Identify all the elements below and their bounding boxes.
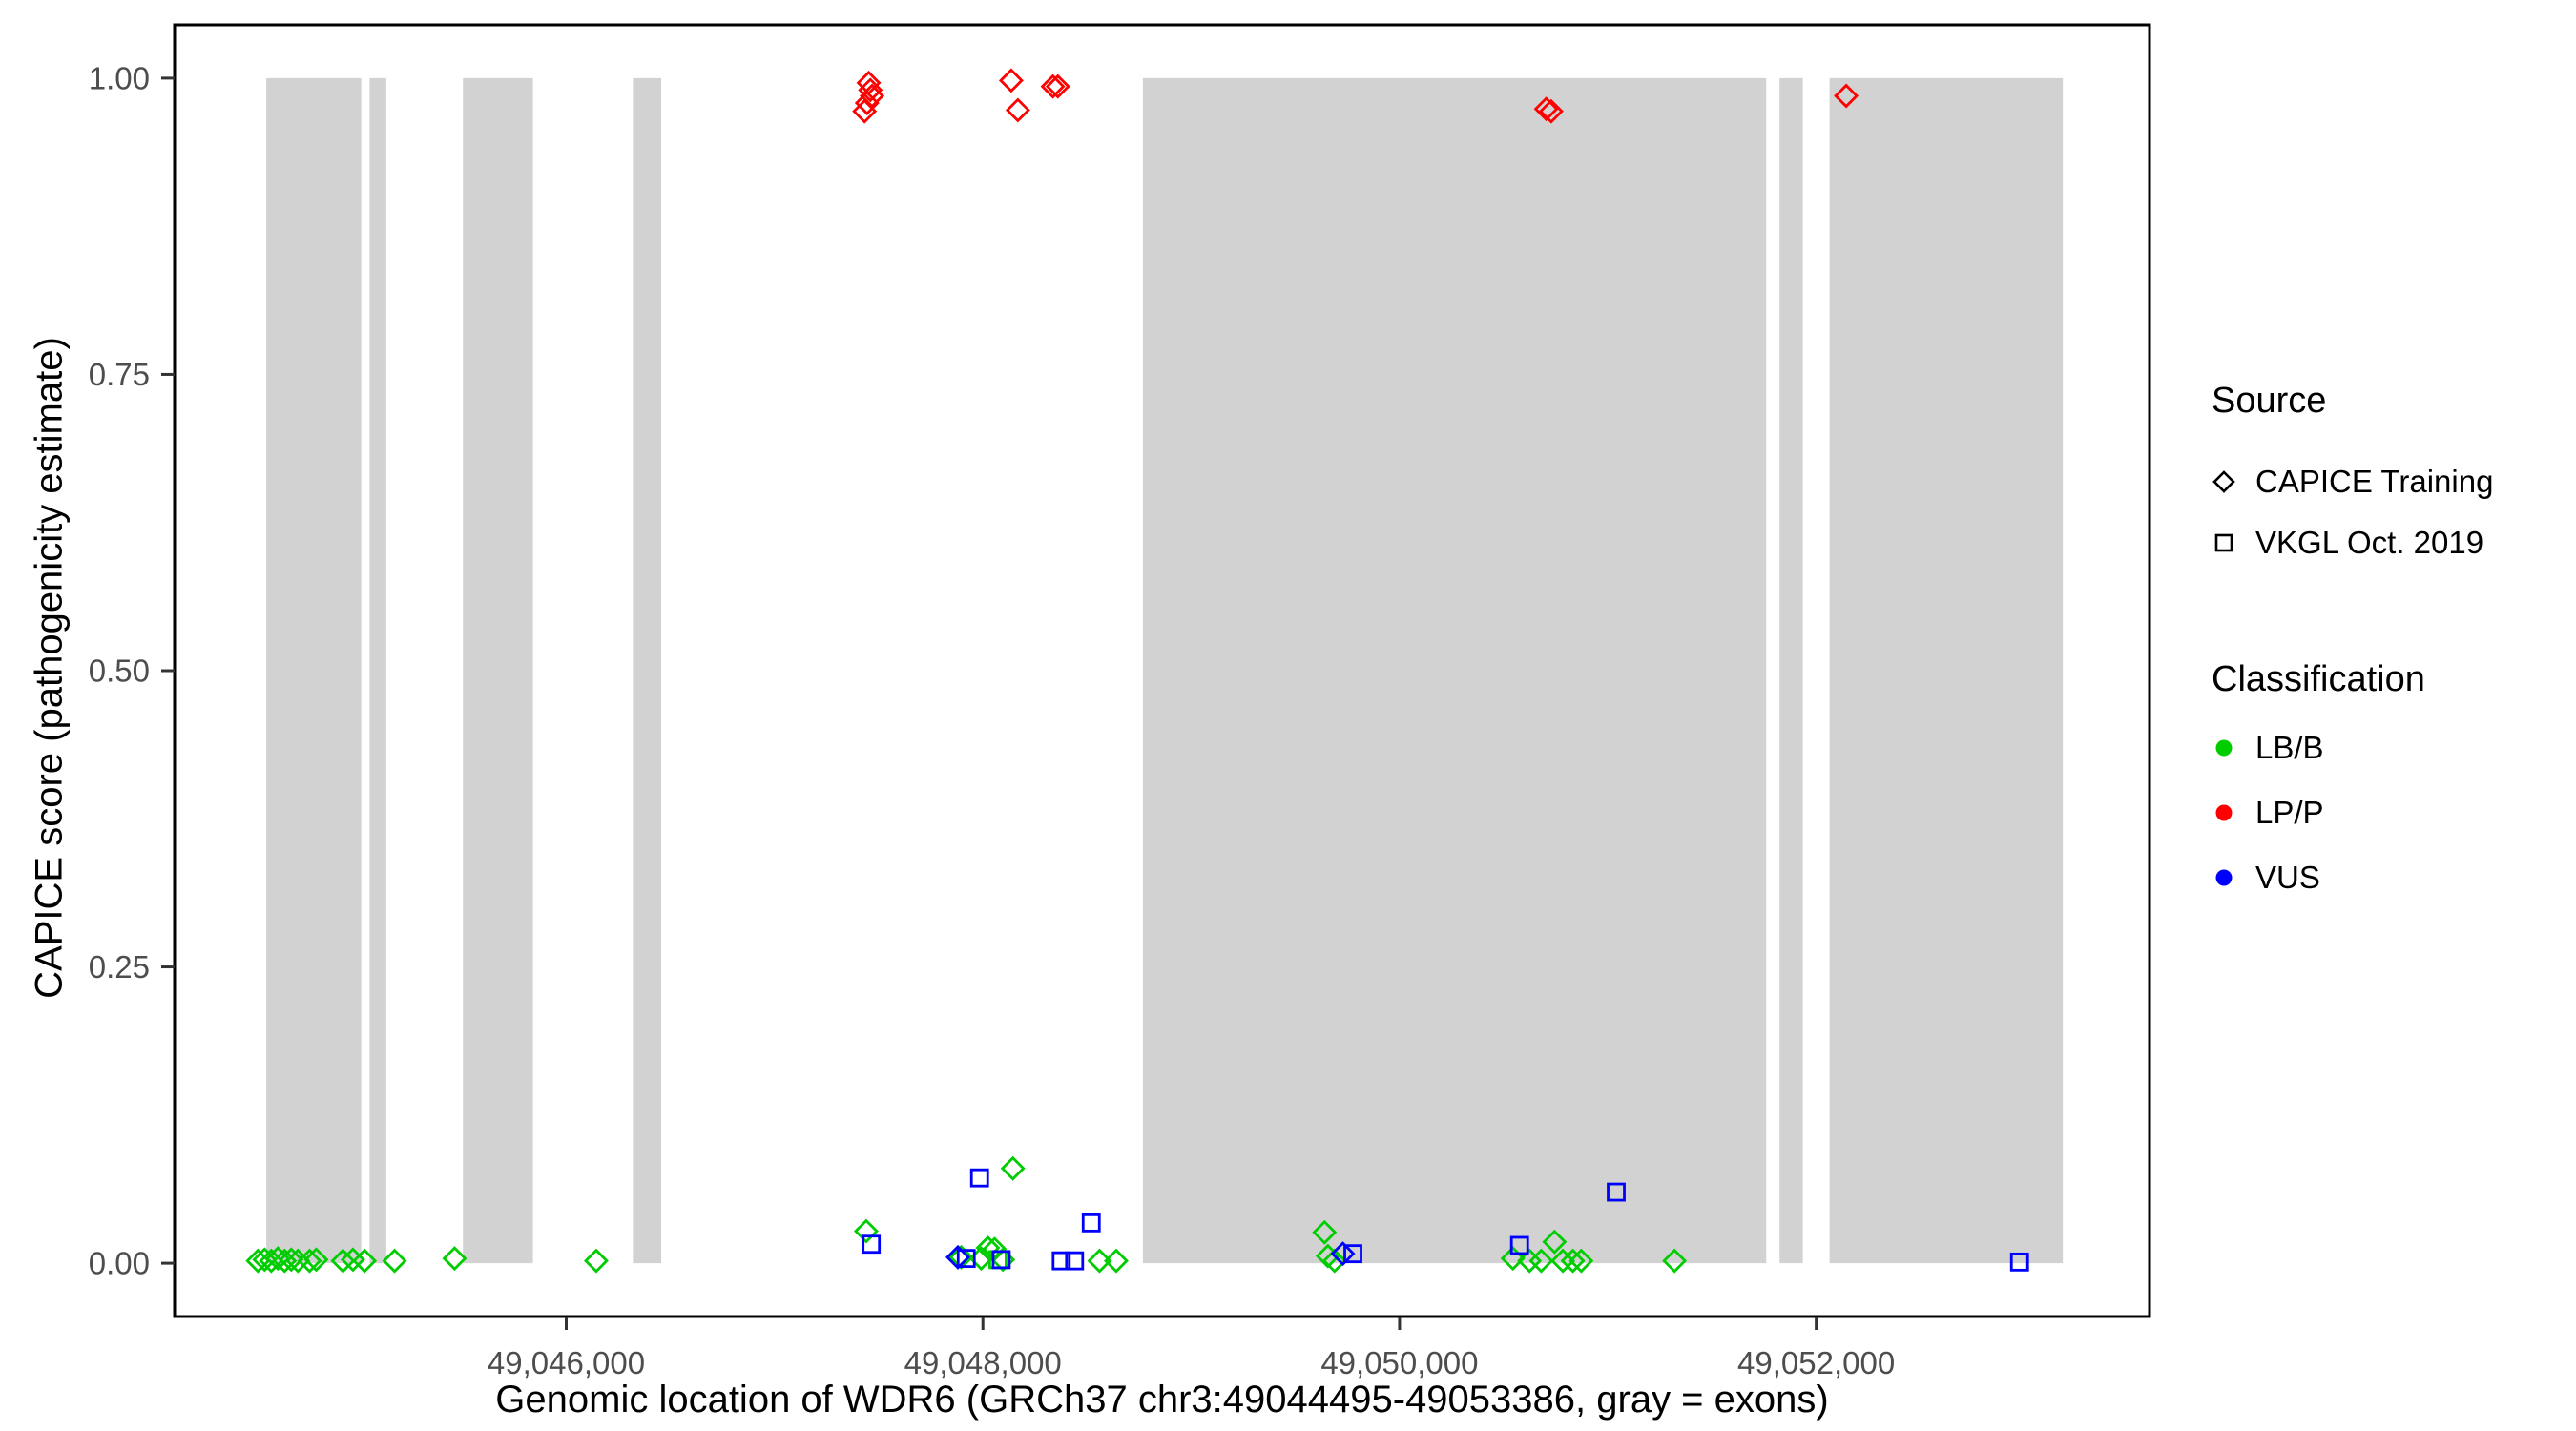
data-point-diamond [1662,1248,1688,1274]
legend-classification-title: Classification [2212,658,2425,699]
data-point-diamond [975,1234,1001,1260]
y-tick-label: 0.50 [89,653,150,689]
data-point-diamond [1005,97,1030,123]
data-point-square [1607,1182,1626,1202]
data-point-square [1081,1213,1101,1233]
data-point-diamond [583,1248,609,1274]
data-point-diamond [1103,1248,1129,1274]
y-tick-label: 0.75 [89,357,150,392]
data-point-diamond [442,1246,467,1272]
data-point-diamond [998,68,1024,93]
data-point-square [969,1168,989,1188]
legend-item-lpp: LP/P [2212,793,2493,833]
data-point-diamond [860,83,885,109]
data-point-diamond [1045,73,1070,99]
data-point-diamond [856,70,882,95]
data-point-square [2009,1252,2029,1272]
legend-item-label: LB/B [2255,730,2324,766]
data-point-diamond [1040,73,1066,99]
data-point-diamond [352,1248,378,1274]
legend-item-label: LP/P [2255,795,2324,831]
data-point-diamond [279,1247,304,1273]
y-axis-title: CAPICE score (pathogenicity estimate) [28,337,71,999]
data-point-square [1065,1251,1085,1271]
data-point-square [1509,1235,1529,1255]
legend-item-lbb: LB/B [2212,728,2493,768]
legend-item-label: VKGL Oct. 2019 [2255,524,2484,560]
legend-item-label: VUS [2255,860,2320,896]
data-point-diamond [853,1218,879,1244]
data-point-square [1051,1251,1071,1271]
data-point-diamond [982,1236,1008,1262]
data-point-diamond [297,1248,322,1274]
legend-item-capice-training: CAPICE Training [2212,462,2493,502]
data-point-diamond [858,77,883,103]
data-point-diamond [330,1248,356,1274]
data-point-diamond [1330,1241,1356,1267]
diamond-marker-icon [2212,469,2235,493]
data-point-diamond [854,91,880,115]
data-point-diamond [1560,1248,1586,1274]
data-point-diamond [303,1247,329,1273]
x-tick-label: 49,050,000 [1320,1345,1478,1380]
exon-band [1142,77,1767,1264]
data-point-diamond [1542,1229,1568,1255]
data-point-diamond [1550,1248,1576,1274]
x-axis-title: Genomic location of WDR6 (GRCh37 chr3:49… [495,1379,1829,1421]
data-point-diamond [382,1248,407,1274]
data-point-diamond [1834,83,1859,109]
red-dot-icon [2215,804,2233,821]
y-tick-label: 0.00 [89,1246,150,1281]
green-dot-icon [2215,739,2233,757]
exon-band [1779,77,1803,1264]
data-point-diamond [1321,1248,1347,1274]
x-tick-label: 49,048,000 [904,1345,1062,1380]
data-point-diamond [1087,1248,1112,1274]
legend-item-label: CAPICE Training [2255,463,2494,499]
data-point-square [956,1249,976,1269]
legend-item-vus: VUS [2212,858,2493,898]
legend-source-group: Source CAPICE Training VKGL Oct. 2019 [2212,380,2493,563]
exon-band [463,77,533,1264]
legend-classification-group: Classification LB/B LP/P VUS [2212,658,2493,899]
exon-band [369,77,386,1264]
data-point-diamond [1000,1155,1026,1181]
data-point-diamond [1568,1248,1594,1274]
exon-band [633,77,662,1264]
data-point-diamond [1500,1246,1526,1272]
x-tick-label: 49,052,000 [1737,1345,1895,1380]
data-point-diamond [1312,1219,1338,1245]
data-point-diamond [1528,1248,1554,1274]
data-point-square [991,1250,1011,1270]
blue-dot-icon [2215,869,2233,886]
data-point-diamond [1533,96,1559,122]
data-point-diamond [1517,1248,1543,1274]
legend-item-vkgl: VKGL Oct. 2019 [2212,523,2493,563]
y-tick-label: 1.00 [89,60,150,95]
data-point-diamond [1538,98,1564,124]
x-tick-label: 49,046,000 [488,1345,645,1380]
exon-band [266,77,362,1264]
data-point-diamond [285,1248,311,1274]
square-marker-icon [2214,533,2233,551]
data-point-square [862,1234,882,1255]
legend: Source CAPICE Training VKGL Oct. 2019 Cl… [2212,380,2493,898]
data-point-square [1343,1244,1362,1264]
y-tick-label: 0.25 [89,949,150,985]
exon-band [1829,77,2064,1264]
legend-source-title: Source [2212,381,2327,421]
